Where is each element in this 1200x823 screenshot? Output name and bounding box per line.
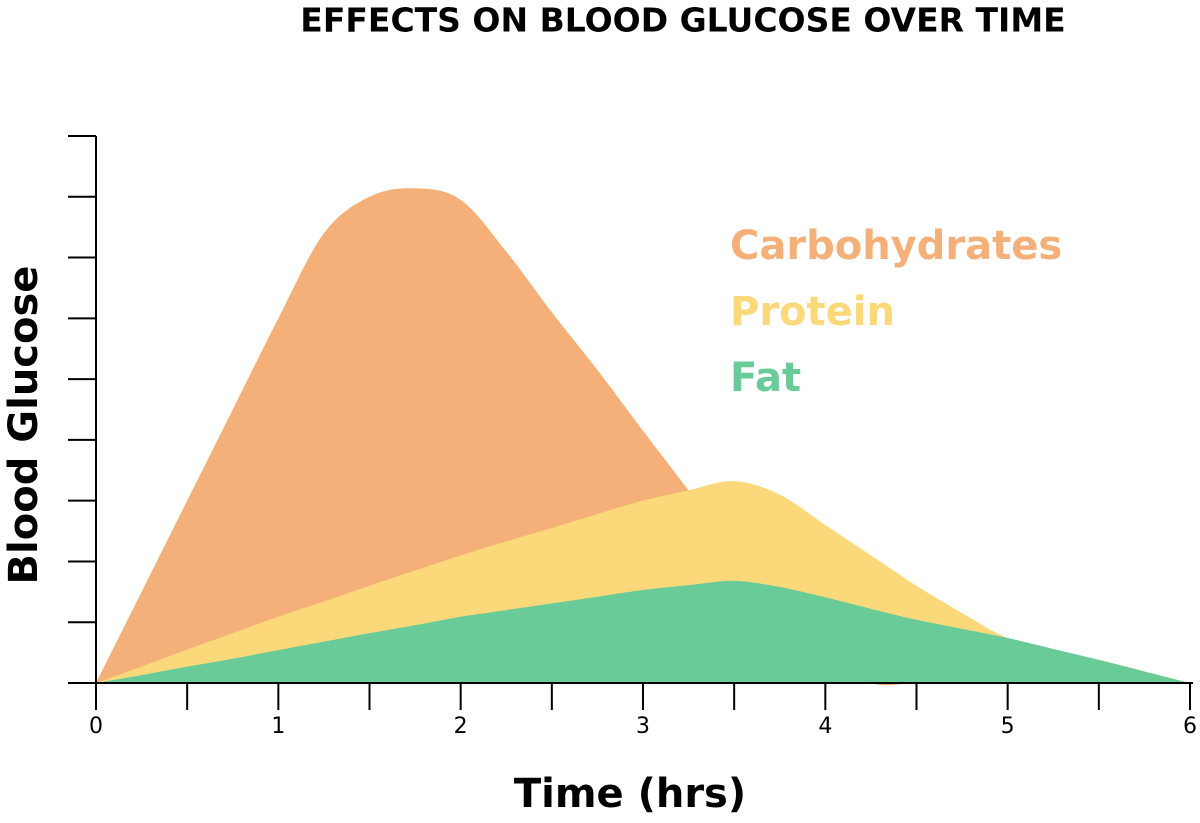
x-tick-label: 5: [1001, 714, 1015, 739]
x-tick-label: 4: [818, 714, 832, 739]
x-tick-label: 0: [89, 714, 103, 739]
legend-entry: Fat: [730, 355, 801, 401]
legend-entry: Protein: [730, 289, 895, 335]
x-axis-title: Time (hrs): [514, 771, 746, 817]
area: [96, 188, 1190, 686]
chart-title: EFFECTS ON BLOOD GLUCOSE OVER TIME: [300, 1, 1065, 40]
plot-area: [96, 188, 1190, 686]
x-tick-label: 2: [454, 714, 468, 739]
x-tick-label: 1: [271, 714, 285, 739]
legend-entry: Carbohydrates: [730, 223, 1062, 269]
y-axis-title: Blood Glucose: [1, 266, 47, 585]
area: [96, 580, 1190, 683]
x-tick-label: 3: [636, 714, 650, 739]
x-tick-label: 6: [1183, 714, 1197, 739]
